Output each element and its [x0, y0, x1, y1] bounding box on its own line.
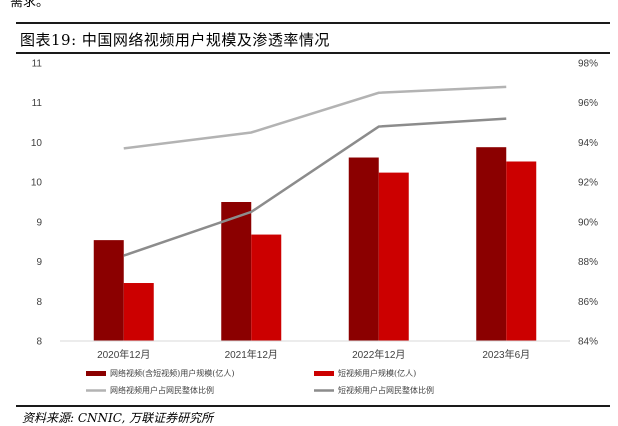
legend-label-3: 网络视频用户占网民整体比例 [110, 385, 214, 395]
chart-title: 图表19: 中国网络视频用户规模及渗透率情况 [20, 31, 330, 49]
bar-1-2023年6月 [476, 147, 507, 341]
bar-2-2023年6月 [506, 161, 537, 341]
y-right-tick-label: 86% [578, 297, 598, 308]
legend-label-4: 短视频用户占网民整体比例 [338, 385, 434, 395]
x-tick-label: 2020年12月 [97, 348, 150, 361]
y-right-tick-label: 94% [578, 138, 598, 149]
bar-2-2020年12月 [123, 283, 154, 341]
bar-2-2022年12月 [378, 172, 409, 341]
bar-1-2021年12月 [221, 202, 252, 341]
line-series-1 [123, 85, 507, 150]
top-rule [16, 22, 610, 24]
bar-1-2022年12月 [348, 157, 379, 341]
bar-2-2021年12月 [251, 234, 282, 341]
y-right-tick-label: 84% [578, 337, 598, 348]
legend-swatch-1 [86, 371, 106, 376]
y-right-tick-label: 88% [578, 257, 598, 268]
y-left-tick-label: 10 [31, 178, 43, 189]
legend-label-2: 短视频用户规模(亿人) [338, 368, 416, 378]
cut-off-text: 需求。 [10, 0, 50, 10]
title-rule [16, 52, 610, 54]
line-series-2 [123, 117, 507, 257]
legend-swatch-2 [314, 371, 334, 376]
bar-1-2020年12月 [93, 240, 124, 341]
y-right-tick-label: 98% [578, 59, 598, 70]
y-right-tick-label: 96% [578, 98, 598, 109]
y-left-tick-label: 10 [31, 138, 43, 149]
x-tick-label: 2021年12月 [225, 348, 278, 361]
y-left-tick-label: 9 [36, 257, 42, 268]
y-left-tick-label: 8 [36, 297, 42, 308]
legend-label-1: 网络视频(含短视频)用户规模(亿人) [110, 368, 234, 378]
y-left-tick-label: 8 [36, 337, 42, 348]
y-left-tick-label: 11 [32, 59, 43, 70]
y-left-tick-label: 9 [36, 217, 42, 228]
y-right-tick-label: 92% [578, 178, 598, 189]
y-left-tick-label: 11 [32, 98, 43, 109]
x-tick-label: 2023年6月 [482, 348, 530, 361]
y-right-tick-label: 90% [578, 217, 598, 228]
bottom-rule [16, 405, 610, 407]
x-tick-label: 2022年12月 [352, 348, 405, 361]
